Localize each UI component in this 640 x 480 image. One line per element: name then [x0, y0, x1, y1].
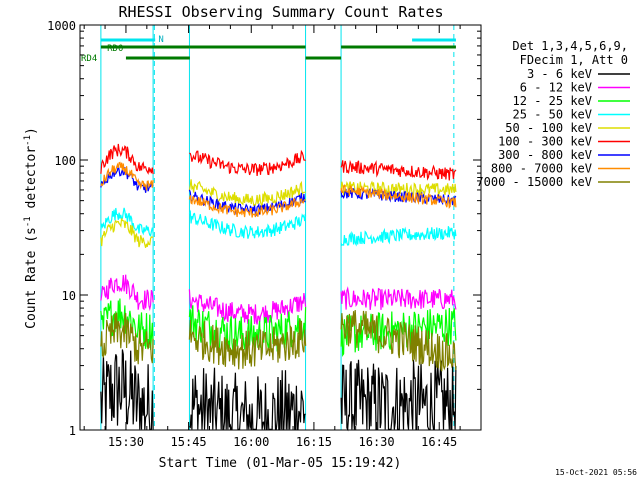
x-axis: 15:30 15:45 16:00 16:15 16:30 16:45 [83, 25, 482, 449]
series-line-1 [189, 367, 306, 430]
y-tick-label: 1 [69, 424, 76, 438]
series-group [100, 161, 457, 218]
series-group [100, 309, 457, 372]
x-tick-label: 16:15 [296, 435, 332, 449]
legend: Det 1,3,4,5,6,9, FDecim 1, Att 0 3 - 6 k… [476, 39, 630, 189]
legend-label-4: 25 - 50 keV [513, 108, 592, 122]
series-line-6 [340, 159, 457, 181]
legend-label-8: 800 - 7000 keV [491, 162, 592, 176]
legend-label-7: 300 - 800 keV [498, 148, 592, 162]
series-line-9 [188, 319, 307, 370]
flag-label-n: N [158, 35, 163, 45]
legend-label-5: 50 - 100 keV [505, 121, 592, 135]
flag-label-rd0: RD0 [107, 44, 123, 54]
plot-frame [79, 24, 482, 431]
series-line-2 [340, 286, 457, 310]
series-line-9 [340, 309, 457, 372]
x-tick-label: 16:45 [421, 435, 457, 449]
series-group [100, 179, 457, 248]
generation-timestamp: 15-Oct-2021 05:56 [555, 468, 637, 477]
series-line-8 [100, 161, 154, 191]
legend-label-9: 7000 - 15000 keV [476, 175, 592, 189]
chart-title: RHESSI Observing Summary Count Rates [118, 3, 443, 21]
series-line-5 [340, 180, 457, 199]
series-line-5 [188, 179, 306, 209]
series-group [100, 349, 457, 432]
y-axis-label-sup1: -1 [23, 216, 33, 227]
series-line-6 [100, 143, 154, 175]
series-line-3 [340, 307, 457, 357]
legend-label-3: 12 - 25 keV [513, 94, 592, 108]
series-line-4 [188, 209, 307, 239]
legend-label-2: 6 - 12 keV [520, 81, 592, 95]
flag-label-rd4: RD4 [81, 54, 97, 64]
series-line-6 [189, 149, 306, 176]
y-axis-label-main: Count Rate (s [24, 227, 39, 329]
y-axis-label-sup2: -1 [23, 135, 33, 146]
y-tick-label: 1000 [47, 19, 76, 33]
legend-label-6: 100 - 300 keV [498, 135, 592, 149]
series-line-8 [340, 184, 457, 209]
series-line-4 [340, 226, 457, 247]
series-line-2 [100, 274, 154, 312]
x-axis-label: Start Time (01-Mar-05 15:19:42) [159, 456, 402, 471]
series-line-9 [100, 312, 154, 365]
legend-header-decimation: FDecim 1, Att 0 [520, 53, 628, 67]
legend-header-detectors: Det 1,3,4,5,6,9, [512, 39, 628, 53]
legend-label-1: 3 - 6 keV [527, 67, 592, 81]
x-tick-label: 15:45 [171, 435, 207, 449]
x-tick-label: 16:00 [233, 435, 269, 449]
series-group [100, 274, 457, 325]
series-line-4 [100, 207, 154, 237]
y-axis-label-mid: detector [24, 146, 39, 217]
series-line-1 [340, 359, 457, 432]
plot-content: N RD0 RD4 [81, 25, 457, 432]
y-axis: 1 10 100 1000 [47, 19, 481, 438]
y-axis-label: Count Rate (s-1 detector-1) [23, 127, 39, 329]
series-group [100, 207, 457, 247]
series-line-1 [100, 349, 154, 430]
y-axis-label-end: ) [24, 127, 39, 135]
series-line-5 [100, 218, 154, 248]
x-tick-label: 15:30 [108, 435, 144, 449]
series-line-8 [188, 195, 306, 218]
y-tick-label: 100 [54, 154, 76, 168]
series-line-7 [340, 187, 457, 206]
y-tick-label: 10 [62, 289, 76, 303]
series-group [100, 143, 457, 181]
x-tick-label: 16:30 [359, 435, 395, 449]
series-line-2 [188, 289, 307, 325]
